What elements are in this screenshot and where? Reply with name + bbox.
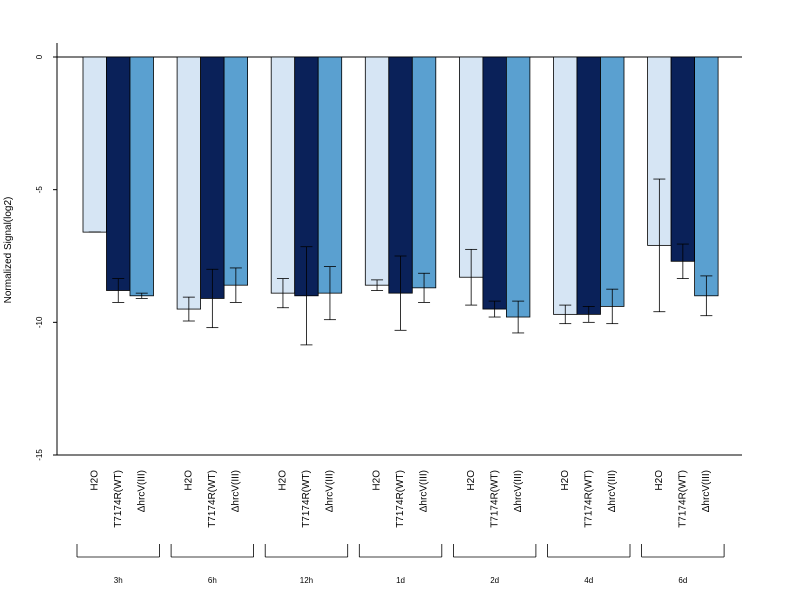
category-label: ΔhrcV(III) (607, 470, 618, 512)
category-label: T7174R(WT) (301, 470, 312, 528)
bar (106, 56, 131, 291)
bar (82, 56, 107, 233)
group-label: 1d (396, 576, 405, 585)
bar (458, 56, 484, 278)
category-label: H2O (560, 470, 571, 491)
group-label: 4d (584, 576, 593, 585)
y-tick-label: -15 (35, 449, 44, 461)
y-axis-label: Normalized Signal(log2) (3, 197, 14, 304)
y-tick-label: -5 (35, 186, 44, 194)
bar (270, 56, 296, 294)
category-label: ΔhrcV(III) (419, 470, 430, 512)
bar (129, 56, 154, 297)
category-label: T7174R(WT) (677, 470, 688, 528)
category-label: ΔhrcV(III) (701, 470, 712, 512)
category-label: H2O (654, 470, 665, 491)
category-label: ΔhrcV(III) (513, 470, 524, 512)
bars (82, 56, 719, 318)
group-label: 3h (114, 576, 123, 585)
bar (670, 56, 695, 262)
bar (553, 56, 578, 315)
category-label: T7174R(WT) (113, 470, 124, 528)
y-tick-label: 0 (35, 54, 44, 59)
category-label: T7174R(WT) (489, 470, 500, 528)
category-label: H2O (183, 470, 194, 491)
error-bars (88, 178, 713, 346)
category-label: ΔhrcV(III) (230, 470, 241, 512)
y-tick-label: -10 (35, 316, 44, 328)
category-label: T7174R(WT) (207, 470, 218, 528)
category-label: H2O (466, 470, 477, 491)
category-label: T7174R(WT) (395, 470, 406, 528)
bar (176, 56, 202, 310)
bar (600, 56, 625, 307)
bar (223, 56, 249, 286)
bar (482, 56, 507, 310)
group-label: 12h (300, 576, 313, 585)
group-label: 6h (208, 576, 217, 585)
bar (317, 56, 343, 294)
bar (505, 56, 531, 318)
category-label: ΔhrcV(III) (136, 470, 147, 512)
bar (576, 56, 601, 315)
category-label: ΔhrcV(III) (325, 470, 336, 512)
group-label: 2d (490, 576, 499, 585)
bar (411, 56, 437, 289)
bar (200, 56, 225, 299)
bar (694, 56, 719, 297)
group-label: 6d (678, 576, 687, 585)
category-label: H2O (278, 470, 289, 491)
x-labels: H2O T7174R(WT) ΔhrcV(III) 3h H2O T7174R(WT) Δh… (76, 470, 725, 585)
category-label: T7174R(WT) (583, 470, 594, 528)
category-label: H2O (89, 470, 100, 491)
category-label: H2O (372, 470, 383, 491)
bar (364, 56, 390, 286)
